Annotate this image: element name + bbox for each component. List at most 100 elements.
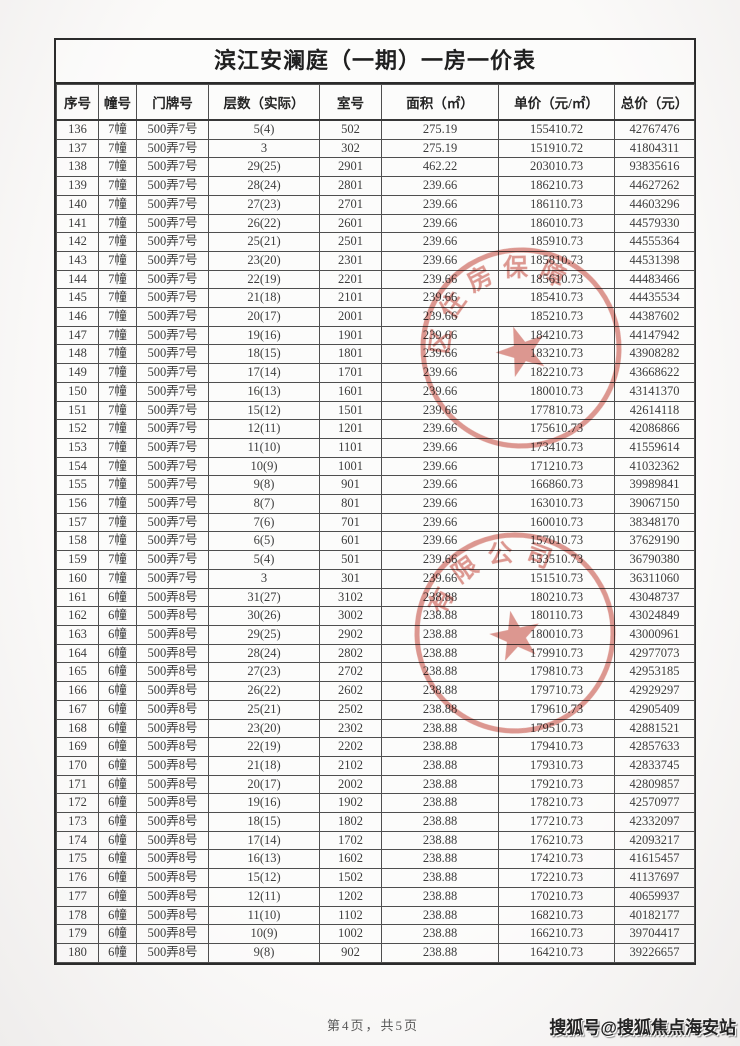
cell-building: 6幢 [98,886,137,907]
cell-door-number: 500弄7号 [136,250,209,271]
table-row: 179 6幢 500弄8号 10(9) 1002 238.88 166210.7… [56,924,695,944]
cell-building: 7幢 [98,269,137,290]
cell-building: 7幢 [98,400,137,421]
cell-area: 239.66 [381,213,499,234]
cell-unit-price: 186110.73 [498,194,615,215]
table-row: 172 6幢 500弄8号 19(16) 1902 238.88 178210.… [56,793,695,814]
cell-door-number: 500弄7号 [136,213,209,234]
cell-building: 7幢 [98,494,137,514]
footer-page-indicator: 第4页，共5页 [326,1018,419,1033]
cell-room: 2902 [319,624,382,645]
cell-building: 7幢 [98,456,137,477]
cell-door-number: 500弄8号 [136,812,209,832]
cell-serial: 177 [56,886,99,907]
cell-serial: 178 [56,905,99,926]
cell-total-price: 44531398 [614,250,695,271]
cell-building: 7幢 [98,419,137,439]
cell-building: 7幢 [98,288,137,309]
cell-area: 239.66 [381,194,499,215]
cell-door-number: 500弄8号 [136,718,209,739]
table-row: 147 7幢 500弄7号 19(16) 1901 239.66 184210.… [56,325,695,346]
cell-floor: 26(22) [208,213,320,234]
cell-area: 238.88 [381,662,499,683]
cell-area: 462.22 [381,157,499,178]
cell-total-price: 41032362 [614,456,695,477]
cell-door-number: 500弄8号 [136,606,209,626]
cell-room: 2302 [319,718,382,739]
cell-total-price: 44435534 [614,288,695,309]
cell-floor: 11(10) [208,437,320,458]
table-row: 171 6幢 500弄8号 20(17) 2002 238.88 179210.… [56,774,695,795]
cell-area: 238.88 [381,606,499,626]
cell-serial: 169 [56,737,99,757]
cell-serial: 136 [56,119,99,140]
cell-door-number: 500弄8号 [136,924,209,944]
cell-building: 6幢 [98,830,137,851]
cell-unit-price: 180210.73 [498,587,615,608]
cell-room: 2001 [319,307,382,327]
cell-total-price: 41615457 [614,849,695,870]
cell-room: 1102 [319,905,382,926]
cell-unit-price: 171210.73 [498,456,615,477]
cell-area: 238.88 [381,905,499,926]
table-row: 173 6幢 500弄8号 18(15) 1802 238.88 177210.… [56,812,695,832]
cell-floor: 10(9) [208,924,320,944]
cell-door-number: 500弄7号 [136,176,209,196]
cell-total-price: 44483466 [614,269,695,290]
cell-serial: 180 [56,942,99,963]
cell-floor: 11(10) [208,905,320,926]
cell-floor: 7(6) [208,512,320,533]
cell-unit-price: 180010.73 [498,624,615,645]
cell-total-price: 41137697 [614,868,695,888]
cell-room: 1502 [319,868,382,888]
cell-building: 7幢 [98,250,137,271]
cell-room: 2802 [319,643,382,664]
cell-floor: 25(21) [208,232,320,252]
cell-serial: 166 [56,681,99,701]
cell-total-price: 39067150 [614,494,695,514]
cell-area: 239.66 [381,456,499,477]
cell-area: 238.88 [381,830,499,851]
cell-room: 2201 [319,269,382,290]
cell-building: 7幢 [98,232,137,252]
cell-floor: 19(16) [208,793,320,814]
cell-total-price: 36790380 [614,550,695,570]
cell-door-number: 500弄8号 [136,868,209,888]
cell-door-number: 500弄7号 [136,512,209,533]
cell-total-price: 42881521 [614,718,695,739]
cell-room: 601 [319,531,382,552]
page-title: 滨江安澜庭（一期）一房一价表 [56,40,694,84]
cell-total-price: 44147942 [614,325,695,346]
cell-room: 2501 [319,232,382,252]
cell-building: 6幢 [98,737,137,757]
cell-floor: 28(24) [208,643,320,664]
table-row: 146 7幢 500弄7号 20(17) 2001 239.66 185210.… [56,307,695,327]
cell-floor: 27(23) [208,194,320,215]
cell-unit-price: 179810.73 [498,662,615,683]
cell-floor: 20(17) [208,774,320,795]
cell-area: 238.88 [381,587,499,608]
cell-unit-price: 180010.73 [498,381,615,402]
cell-door-number: 500弄7号 [136,288,209,309]
cell-room: 801 [319,494,382,514]
cell-total-price: 42905409 [614,699,695,720]
cell-total-price: 42093217 [614,830,695,851]
cell-floor: 22(19) [208,269,320,290]
cell-room: 1001 [319,456,382,477]
cell-room: 2102 [319,755,382,776]
cell-door-number: 500弄7号 [136,119,209,140]
cell-serial: 140 [56,194,99,215]
cell-room: 501 [319,550,382,570]
cell-serial: 150 [56,381,99,402]
cell-total-price: 44603296 [614,194,695,215]
cell-area: 238.88 [381,681,499,701]
cell-door-number: 500弄7号 [136,400,209,421]
cell-unit-price: 185410.73 [498,288,615,309]
cell-serial: 147 [56,325,99,346]
cell-serial: 170 [56,755,99,776]
cell-unit-price: 179510.73 [498,718,615,739]
cell-room: 1602 [319,849,382,870]
table-row: 175 6幢 500弄8号 16(13) 1602 238.88 174210.… [56,849,695,870]
cell-room: 3002 [319,606,382,626]
cell-serial: 152 [56,419,99,439]
